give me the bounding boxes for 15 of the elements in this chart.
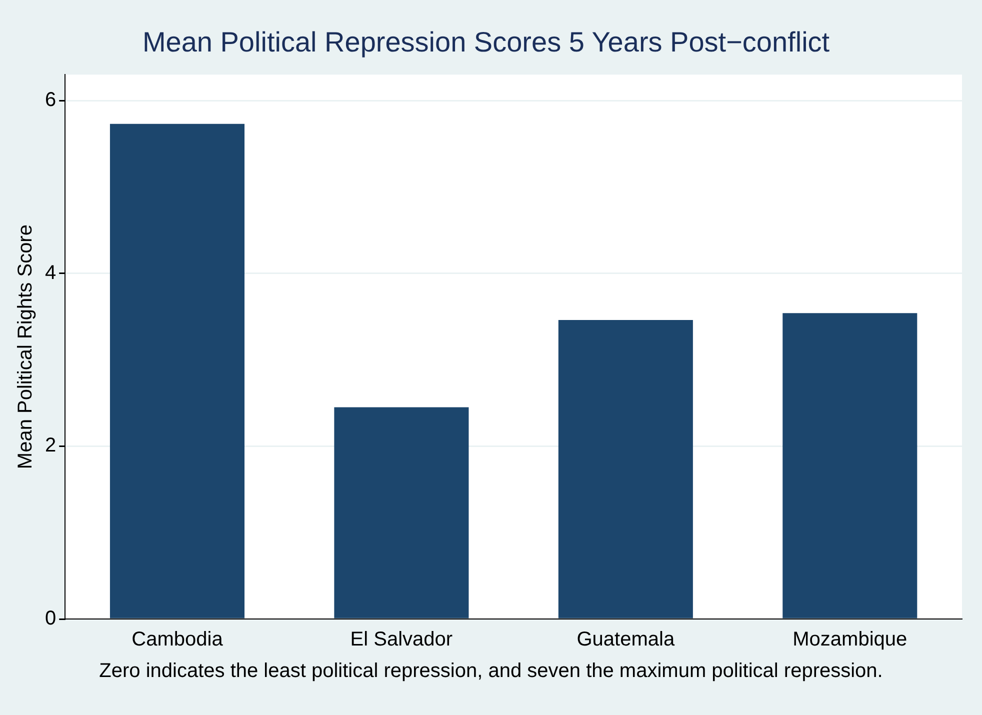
x-tick-label: Cambodia [132, 628, 224, 651]
y-tick-label: 4 [45, 262, 56, 284]
bar [782, 313, 918, 618]
text: Zero indicates the least political repression, and seven the maximum political repression. [98, 660, 884, 683]
bar [558, 320, 693, 618]
bar [110, 124, 244, 618]
x-tick-label: El Salvador [350, 628, 453, 651]
y-tick-label: 0 [45, 608, 56, 630]
x-tick-label: Mozambique [792, 628, 908, 651]
y-tick-label: 2 [45, 434, 56, 457]
chart-title: Mean Political Repression Scores 5 Years Post−conflict [142, 26, 830, 58]
y-tick-label: 6 [45, 89, 56, 112]
x-tick-label: Guatemala [576, 628, 676, 651]
y-axis-title: Mean Political Rights Score [14, 224, 37, 470]
bar [334, 407, 469, 618]
